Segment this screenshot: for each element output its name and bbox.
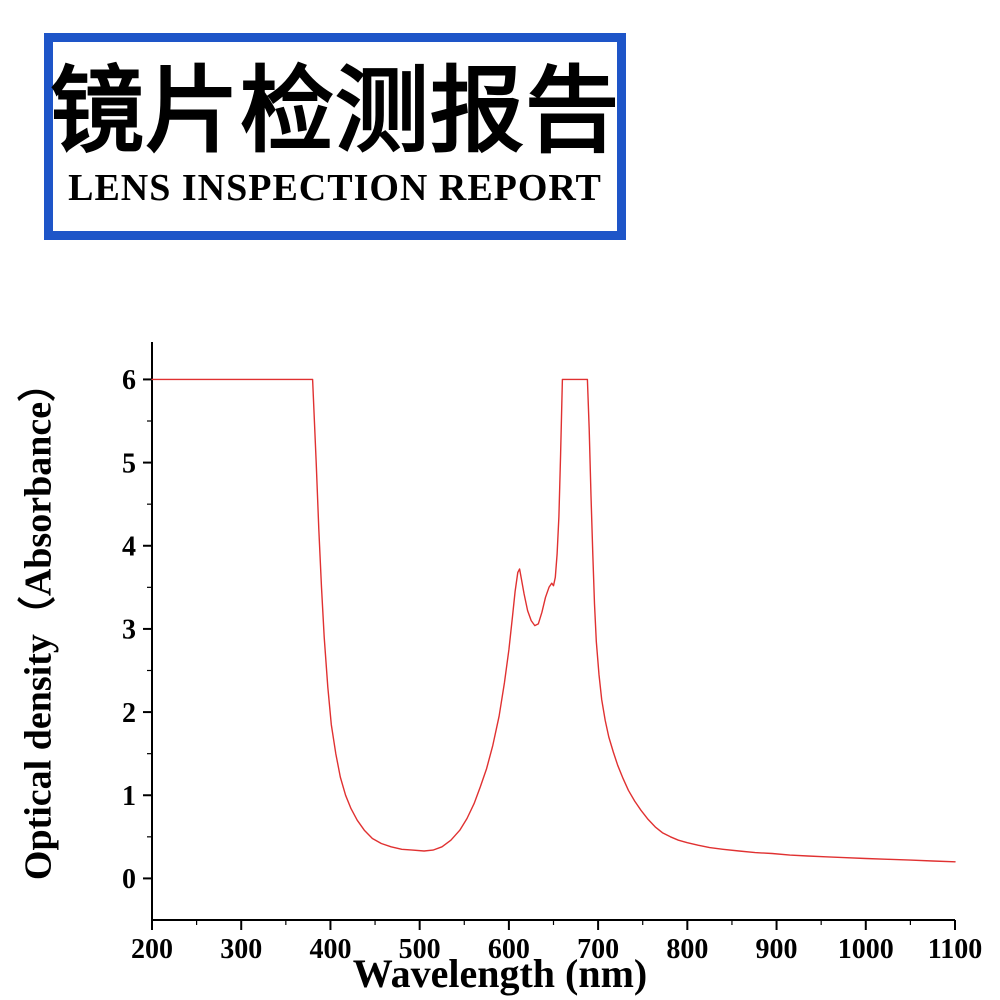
- x-tick-label: 1100: [928, 934, 982, 965]
- x-tick-label: 700: [577, 934, 619, 965]
- y-tick-label: 3: [122, 615, 136, 646]
- y-tick-label: 1: [122, 781, 136, 812]
- y-tick-label: 0: [122, 864, 136, 895]
- y-tick-label: 4: [122, 532, 136, 563]
- x-tick-label: 300: [220, 934, 262, 965]
- y-tick-label: 5: [122, 448, 136, 479]
- y-tick-label: 2: [122, 698, 136, 729]
- report-header: 镜片检测报告 LENS INSPECTION REPORT: [44, 33, 626, 240]
- x-tick-label: 200: [131, 934, 173, 965]
- x-tick-label: 1000: [838, 934, 894, 965]
- x-tick-label: 800: [666, 934, 708, 965]
- x-tick-label: 600: [488, 934, 530, 965]
- y-tick-label: 6: [122, 365, 136, 396]
- report-title-chinese: 镜片检测报告: [50, 57, 621, 167]
- x-axis-title: Wavelength (nm): [352, 951, 648, 996]
- od-curve: [151, 378, 956, 863]
- x-tick-label: 500: [399, 934, 441, 965]
- report-title-english: LENS INSPECTION REPORT: [68, 166, 602, 209]
- x-tick-label: 900: [756, 934, 798, 965]
- x-tick-label: 400: [309, 934, 351, 965]
- absorbance-spectrum-chart: 0 1 2 3 4 5 6 200 300 400 500 600 700 800 900 1000 1100: [122, 342, 982, 965]
